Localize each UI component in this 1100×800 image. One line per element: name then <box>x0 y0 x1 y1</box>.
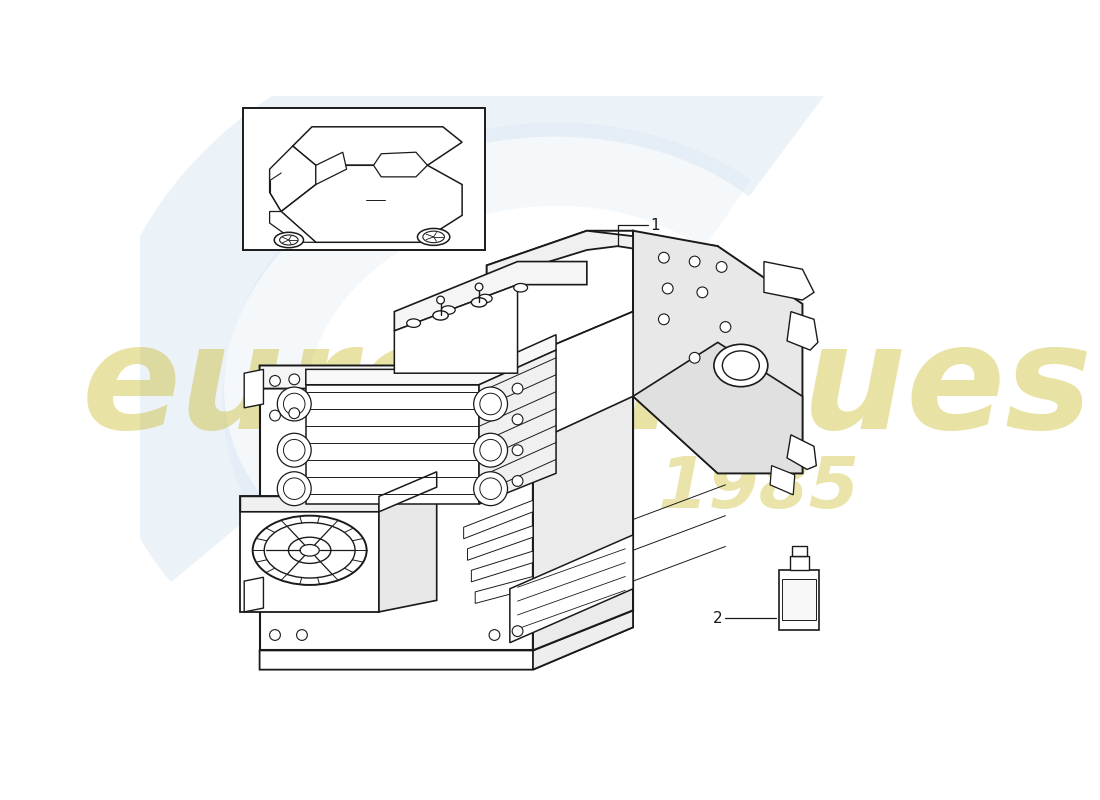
Circle shape <box>277 434 311 467</box>
Circle shape <box>716 262 727 272</box>
Polygon shape <box>374 152 428 177</box>
Polygon shape <box>282 166 462 242</box>
Polygon shape <box>260 366 534 650</box>
Polygon shape <box>790 556 808 570</box>
Polygon shape <box>306 334 556 385</box>
Circle shape <box>474 472 507 506</box>
Polygon shape <box>395 262 587 331</box>
Ellipse shape <box>300 545 319 556</box>
Text: since 1985: since 1985 <box>422 454 859 523</box>
Polygon shape <box>468 526 534 560</box>
Polygon shape <box>243 107 485 250</box>
Circle shape <box>270 410 280 421</box>
Circle shape <box>284 439 305 461</box>
Circle shape <box>270 630 280 640</box>
Circle shape <box>289 374 299 385</box>
Polygon shape <box>472 551 534 582</box>
Polygon shape <box>293 126 462 166</box>
Polygon shape <box>241 472 437 512</box>
Text: eurotorques: eurotorques <box>81 318 1092 459</box>
Circle shape <box>480 394 502 414</box>
Polygon shape <box>782 578 816 620</box>
Polygon shape <box>480 350 556 504</box>
Polygon shape <box>634 230 803 474</box>
Polygon shape <box>534 610 634 670</box>
Circle shape <box>697 287 707 298</box>
Circle shape <box>277 472 311 506</box>
Polygon shape <box>770 466 794 495</box>
Polygon shape <box>464 500 534 538</box>
Circle shape <box>513 445 522 455</box>
Circle shape <box>480 439 502 461</box>
Polygon shape <box>378 472 437 612</box>
Ellipse shape <box>274 232 304 248</box>
Polygon shape <box>788 312 818 350</box>
Polygon shape <box>378 472 437 512</box>
Circle shape <box>513 626 522 637</box>
Circle shape <box>474 434 507 467</box>
Polygon shape <box>792 546 807 556</box>
Ellipse shape <box>714 344 768 386</box>
Circle shape <box>513 476 522 486</box>
Polygon shape <box>510 535 634 642</box>
Ellipse shape <box>418 229 450 246</box>
Ellipse shape <box>514 283 528 292</box>
Ellipse shape <box>723 351 759 380</box>
Ellipse shape <box>288 538 331 563</box>
Ellipse shape <box>433 311 449 320</box>
Polygon shape <box>779 570 820 630</box>
Text: 2: 2 <box>713 610 723 626</box>
Polygon shape <box>241 496 378 612</box>
Ellipse shape <box>422 231 444 242</box>
Circle shape <box>480 478 502 499</box>
Polygon shape <box>395 285 517 373</box>
Circle shape <box>720 322 730 332</box>
Circle shape <box>474 387 507 421</box>
Ellipse shape <box>253 516 366 585</box>
Polygon shape <box>486 230 717 281</box>
Text: 1: 1 <box>651 218 660 233</box>
Circle shape <box>270 375 280 386</box>
Circle shape <box>659 252 669 263</box>
Circle shape <box>277 387 311 421</box>
Polygon shape <box>270 211 316 242</box>
Ellipse shape <box>264 522 355 578</box>
Polygon shape <box>534 312 634 650</box>
Polygon shape <box>244 578 264 612</box>
Ellipse shape <box>441 306 455 314</box>
Polygon shape <box>270 146 316 211</box>
Circle shape <box>297 630 307 640</box>
Circle shape <box>284 478 305 499</box>
Ellipse shape <box>478 294 492 302</box>
Polygon shape <box>316 152 346 185</box>
Polygon shape <box>763 262 814 300</box>
Polygon shape <box>244 370 264 408</box>
Polygon shape <box>486 312 634 442</box>
Ellipse shape <box>279 235 298 245</box>
Circle shape <box>475 283 483 291</box>
Polygon shape <box>788 435 816 470</box>
Circle shape <box>690 353 700 363</box>
Circle shape <box>690 256 700 267</box>
Polygon shape <box>306 385 480 504</box>
Circle shape <box>289 408 299 418</box>
Ellipse shape <box>407 319 420 327</box>
Circle shape <box>490 630 499 640</box>
Polygon shape <box>260 312 634 389</box>
Polygon shape <box>486 230 634 373</box>
Polygon shape <box>634 342 803 474</box>
Circle shape <box>662 283 673 294</box>
Circle shape <box>659 314 669 325</box>
Circle shape <box>437 296 444 304</box>
Circle shape <box>513 414 522 425</box>
Polygon shape <box>260 610 634 670</box>
Polygon shape <box>475 577 534 603</box>
Circle shape <box>284 394 305 414</box>
Circle shape <box>513 383 522 394</box>
Ellipse shape <box>472 298 486 307</box>
